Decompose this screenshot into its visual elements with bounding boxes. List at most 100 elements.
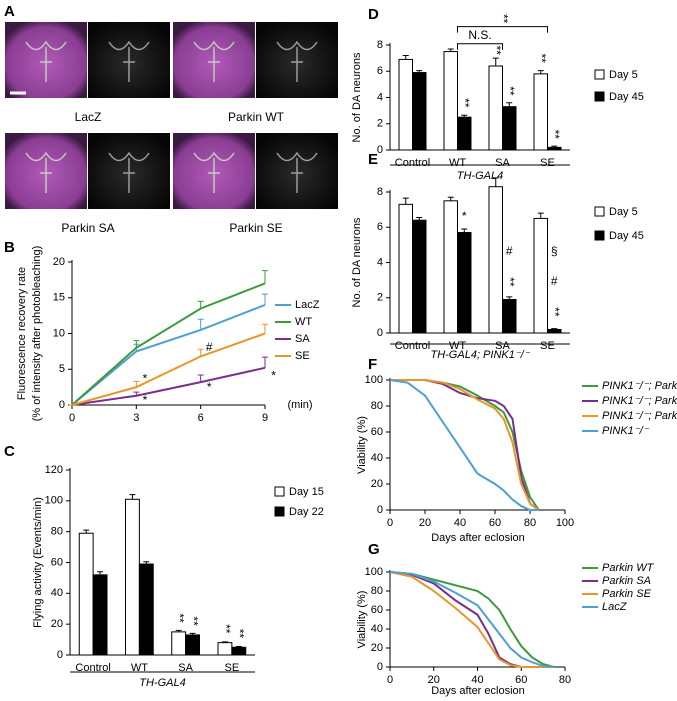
error-bar <box>416 70 423 73</box>
error-bar <box>221 641 228 643</box>
bar <box>78 532 94 656</box>
annotation: ** <box>173 613 187 623</box>
annotation: ** <box>490 46 504 56</box>
legend-swatch <box>274 486 285 497</box>
x-tick-label: 80 <box>524 517 536 529</box>
x-tick-label: 40 <box>454 517 466 529</box>
y-tick-label: 8 <box>377 39 383 51</box>
error-bar <box>551 145 558 148</box>
bar <box>138 563 154 656</box>
legend-label: PINK1⁻/⁻; Parkin WT <box>602 380 677 392</box>
x-tick-label: SE <box>540 157 555 169</box>
error-bar <box>492 177 499 187</box>
series-line <box>71 282 266 406</box>
x-tick-label: 40 <box>471 674 483 686</box>
x-tick-label: 0 <box>69 412 75 424</box>
x-tick-label: Control <box>75 662 110 674</box>
y-axis-label: Fluorescence recovery rate <box>16 267 28 400</box>
legend-label: PINK1⁻/⁻; Parkin SE <box>602 410 677 422</box>
annotation: * <box>207 380 212 394</box>
bar <box>412 72 427 151</box>
brain-structure <box>108 151 150 193</box>
brain-structure <box>193 151 235 193</box>
y-tick-label: 10 <box>53 327 65 339</box>
brain-structure <box>25 40 67 82</box>
y-tick-label: 40 <box>371 452 383 464</box>
bar <box>92 574 108 656</box>
x-tick-label: WT <box>449 157 466 169</box>
error-bar <box>551 328 558 330</box>
annotation: ** <box>503 86 517 96</box>
error-bar <box>133 380 140 388</box>
bar <box>488 65 503 151</box>
image-panel: LacZ Parkin WT Parkin SA Parkin SE <box>5 22 338 235</box>
bar <box>547 146 562 151</box>
error-bar <box>262 293 268 305</box>
series-line <box>71 366 266 406</box>
bar <box>443 200 458 334</box>
y-axis-label: Viability (%) <box>356 416 368 474</box>
error-bar <box>97 571 104 575</box>
y-axis-label: No. of DA neurons <box>351 217 363 307</box>
error-bar <box>197 318 204 330</box>
x-tick-label: 100 <box>556 517 574 529</box>
x-axis-label: Days after eclosion <box>431 685 525 697</box>
annotation: # <box>551 274 558 288</box>
y-tick-label: 20 <box>371 642 383 654</box>
legend-label: WT <box>295 316 312 328</box>
y-axis-label: (% of intensity after photobleaching) <box>31 246 43 422</box>
bar <box>398 58 413 151</box>
x-tick-label: 3 <box>133 412 139 424</box>
annotation: * <box>143 371 148 385</box>
panel-label: F <box>368 356 377 373</box>
y-tick-label: 100 <box>365 374 383 386</box>
error-bar <box>143 561 150 565</box>
x-tick-label: WT <box>449 340 466 352</box>
bracket-label: N.S. <box>468 28 491 42</box>
error-bar <box>447 48 454 52</box>
bracket-label: ** <box>496 14 510 24</box>
series-line <box>389 571 555 668</box>
bracket <box>457 26 548 33</box>
y-tick-label: 20 <box>51 618 63 630</box>
y-tick-label: 60 <box>371 426 383 438</box>
error-bar <box>492 57 499 66</box>
y-axis-label: Flying activity (Events/min) <box>32 497 44 628</box>
y-tick-label: 120 <box>45 464 63 476</box>
panel-label: E <box>368 151 378 168</box>
legend-label: Parkin WT <box>602 562 655 574</box>
error-bar <box>189 632 196 635</box>
bar <box>125 498 140 656</box>
error-bar <box>537 212 544 219</box>
bar <box>488 186 503 334</box>
annotation: ** <box>458 98 472 108</box>
y-tick-label: 4 <box>377 91 383 103</box>
annotation: ** <box>548 130 562 140</box>
bar <box>443 51 458 151</box>
y-tick-label: 80 <box>371 585 383 597</box>
series-line <box>389 571 555 668</box>
error-bar <box>506 102 513 107</box>
series-line <box>389 571 555 668</box>
error-bar <box>447 196 454 201</box>
x-tick-label: SA <box>495 157 510 169</box>
annotation: # <box>506 244 513 258</box>
error-bar <box>129 494 136 500</box>
annotation: # <box>206 340 213 354</box>
bar <box>457 232 472 334</box>
x-tick-label: Control <box>395 340 430 352</box>
y-tick-label: 0 <box>59 399 65 411</box>
error-bar <box>506 296 513 300</box>
y-tick-label: 6 <box>377 221 383 233</box>
x-tick-label: 80 <box>559 674 571 686</box>
y-tick-label: 2 <box>377 292 383 304</box>
x-tick-label: 0 <box>387 517 393 529</box>
y-tick-label: 0 <box>377 327 383 339</box>
x-tick-label: 6 <box>198 412 204 424</box>
legend-label: SE <box>295 350 310 362</box>
y-tick-label: 40 <box>51 587 63 599</box>
error-bar <box>416 217 423 221</box>
y-tick-label: 15 <box>53 292 65 304</box>
brain-structure <box>25 151 67 193</box>
error-bar <box>197 348 204 357</box>
